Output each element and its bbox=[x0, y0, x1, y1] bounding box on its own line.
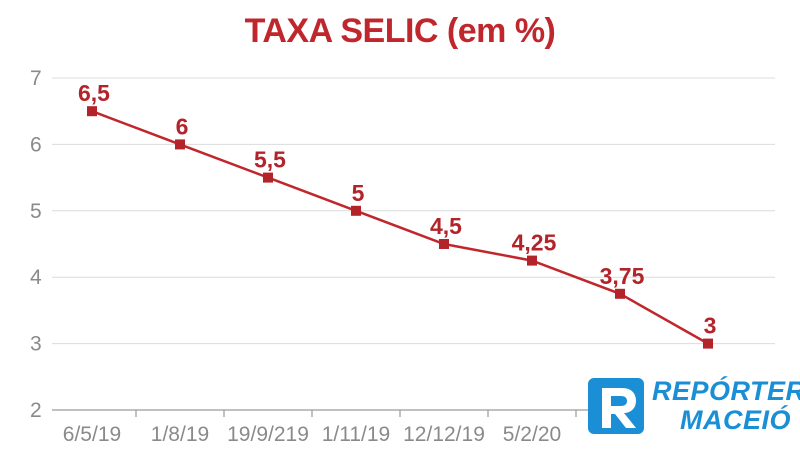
data-labels: 6,5 6 5,5 5 4,5 4,25 3,75 3 bbox=[78, 80, 716, 338]
series-line bbox=[91, 110, 709, 345]
y-tick-label: 3 bbox=[30, 333, 42, 356]
x-tick-label: 19/9/219 bbox=[227, 423, 309, 446]
data-label: 3,75 bbox=[600, 263, 645, 289]
x-axis: 6/5/19 1/8/19 19/9/219 1/11/19 12/12/19 5/2/2… bbox=[52, 409, 590, 446]
data-point bbox=[439, 239, 449, 249]
data-point bbox=[527, 255, 537, 266]
data-label: 3 bbox=[704, 313, 717, 339]
logo-text-reporter: REPÓRTER bbox=[652, 376, 800, 406]
x-tick-label: 1/8/19 bbox=[151, 423, 209, 446]
data-point bbox=[175, 139, 185, 150]
data-point bbox=[615, 288, 625, 299]
y-tick-label: 2 bbox=[30, 399, 42, 422]
y-tick-label: 7 bbox=[30, 67, 42, 90]
data-label: 4,25 bbox=[512, 230, 557, 256]
data-points bbox=[87, 106, 713, 349]
y-tick-label: 4 bbox=[30, 266, 42, 289]
x-tick-label: 12/12/19 bbox=[403, 423, 485, 446]
data-label: 6,5 bbox=[78, 80, 110, 106]
data-point bbox=[351, 205, 361, 216]
data-label: 6 bbox=[176, 113, 189, 139]
x-tick-label: 1/11/19 bbox=[322, 423, 391, 446]
data-point bbox=[87, 106, 97, 117]
x-tick-label: 6/5/19 bbox=[63, 423, 121, 446]
chart-title: TAXA SELIC (em %) bbox=[244, 12, 556, 50]
x-tick-label: 5/2/20 bbox=[503, 423, 561, 446]
y-tick-label: 5 bbox=[30, 200, 42, 223]
y-axis-ticks: 2 3 4 5 6 7 bbox=[30, 67, 42, 422]
logo-r-icon bbox=[588, 378, 644, 434]
grid bbox=[52, 77, 775, 345]
data-label: 5,5 bbox=[254, 147, 286, 173]
y-tick-label: 6 bbox=[30, 133, 42, 156]
data-point bbox=[263, 172, 273, 183]
data-label: 5 bbox=[352, 180, 365, 206]
reporter-maceio-logo: REPÓRTER MACEIÓ bbox=[586, 374, 800, 440]
data-point bbox=[703, 338, 713, 349]
data-label: 4,5 bbox=[430, 213, 462, 239]
logo-text-maceio: MACEIÓ bbox=[680, 405, 791, 435]
